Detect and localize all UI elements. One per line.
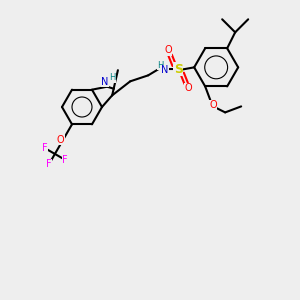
Text: O: O: [209, 100, 217, 110]
Text: F: F: [42, 143, 47, 153]
Text: O: O: [57, 135, 64, 145]
Text: F: F: [46, 159, 52, 169]
Text: N: N: [161, 65, 169, 75]
Text: N: N: [101, 77, 109, 87]
Text: O: O: [164, 45, 172, 56]
Text: H: H: [109, 73, 116, 82]
Text: S: S: [174, 63, 183, 76]
Text: H: H: [157, 61, 164, 70]
Text: O: O: [184, 83, 192, 93]
Text: F: F: [62, 155, 68, 165]
